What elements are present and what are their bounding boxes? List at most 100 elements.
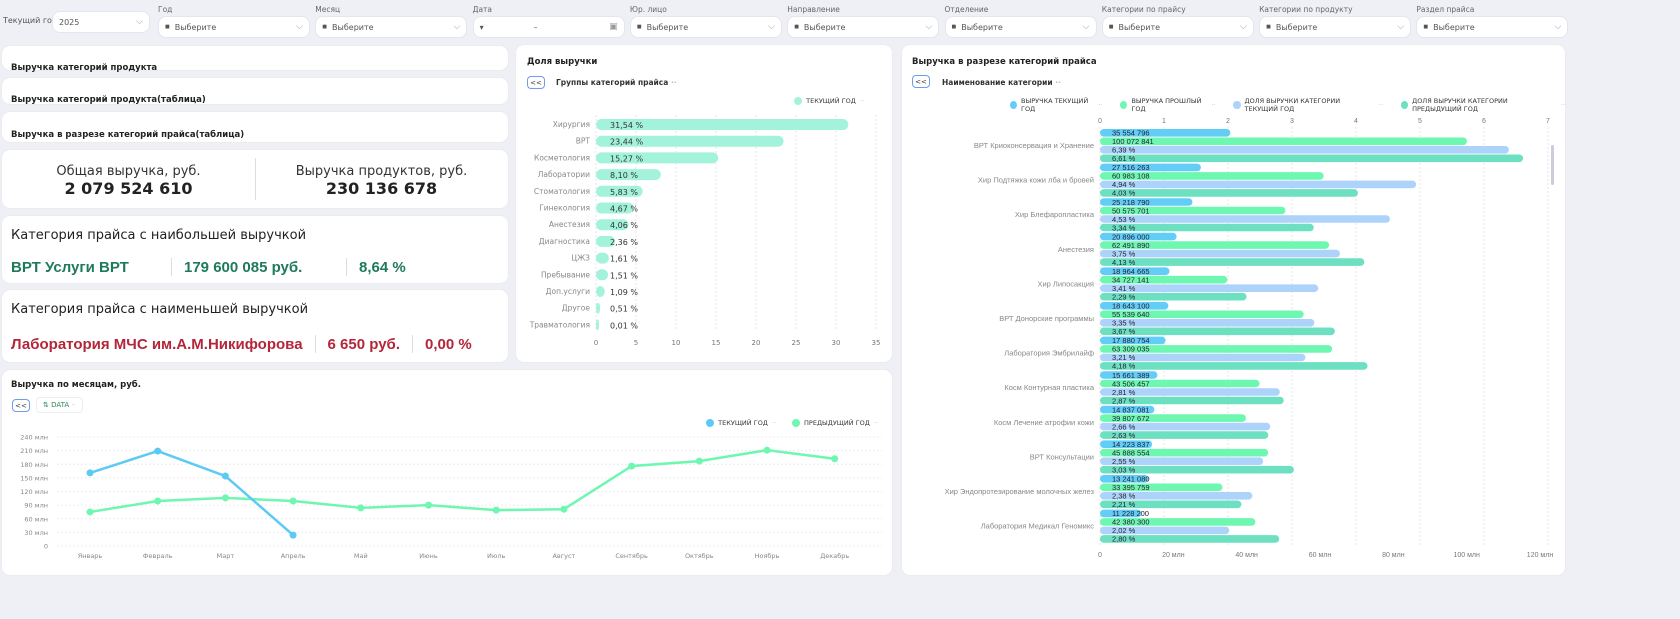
list-icon: ■: [165, 24, 170, 30]
x-tick-label: Сентябрь: [615, 552, 648, 560]
total-revenue-value: 2 079 524 610: [64, 179, 193, 198]
bar: [1100, 475, 1149, 483]
filter-select[interactable]: ■ Выберите ⌵: [787, 16, 940, 38]
filter-select[interactable]: ■ Выберите ⌵: [1101, 16, 1254, 38]
bar: [1100, 422, 1271, 431]
top-axis-tick: 7: [1546, 118, 1550, 125]
filter-value: Выберите: [1275, 22, 1318, 32]
data-label: 4,03 %: [1112, 189, 1136, 198]
filter-select[interactable]: ■ Выберите ⌵: [1259, 16, 1412, 38]
divider: [255, 158, 256, 200]
drill-level-label[interactable]: Наименование категории ··: [942, 78, 1061, 87]
drill-up-button[interactable]: <<: [527, 76, 545, 89]
x-tick-label: Июнь: [419, 552, 438, 560]
date-range-value: –: [533, 22, 538, 32]
bar: [1100, 172, 1324, 180]
share-bar-chart: 0 5 10 15 20 25 30 35 Хирургия 31,54 % ВРТ 23,44 % К…: [529, 115, 880, 347]
section-product-revenue-table[interactable]: Выручка категорий продукта(таблица): [2, 78, 508, 105]
drill-up-button[interactable]: <<: [912, 75, 930, 88]
bottom-axis-tick: 120 млн: [1527, 552, 1554, 559]
filter-select[interactable]: ■ Выберите ⌵: [944, 16, 1097, 38]
bar: [1100, 336, 1166, 345]
chevron-down-icon: ⌵: [296, 22, 303, 32]
bottom-axis-tick: 60 млн: [1309, 552, 1332, 559]
filter-label: Юр. лицо: [629, 5, 667, 14]
max-category-title: Категория прайса с наибольшей выручкой: [11, 228, 307, 243]
x-tick-label: 20: [752, 339, 761, 347]
data-label: 6,39 %: [1112, 146, 1136, 155]
category-label: Косм Контурная пластика: [1004, 383, 1094, 392]
legend-item[interactable]: ПРЕДЫДУЩИЙ ГОД ··: [792, 419, 878, 427]
legend-item[interactable]: ВЫРУЧКА ПРОШЛЫЙ ГОД ··: [1120, 97, 1215, 113]
category-bar-chart: 0 1 2 3 4 5 6 7 0 20 млн 40 млн 60 млн 80 млн 100 млн…: [945, 118, 1554, 559]
data-label: 34 727 141: [1112, 276, 1150, 285]
section-product-revenue[interactable]: Выручка категорий продукта: [2, 46, 508, 73]
data-label: 43 506 457: [1112, 379, 1150, 388]
data-label: 2,66 %: [1112, 422, 1136, 431]
data-label: 4,67 %: [610, 205, 638, 214]
data-point: [695, 457, 703, 465]
bar: [1100, 457, 1264, 465]
data-label: 31,54 %: [610, 121, 643, 130]
bar: [1100, 189, 1358, 197]
filter-value: Выберите: [1433, 22, 1475, 32]
legend-item[interactable]: ТЕКУЩИЙ ГОД ··: [794, 97, 864, 105]
legend-item[interactable]: ВЫРУЧКА ТЕКУЩИЙ ГОД ··: [1010, 97, 1102, 113]
legend-item[interactable]: ДОЛЯ ВЫРУЧКИ КАТЕГОРИИ ТЕКУЩИЙ ГОД ··: [1233, 97, 1383, 113]
list-icon: ■: [1266, 24, 1271, 30]
monthly-revenue-card: Выручка по месяцам, руб. << ⇅ DATA ·· ТЕ…: [2, 370, 892, 575]
bar: [1100, 258, 1365, 266]
data-label: 4,18 %: [1112, 362, 1136, 371]
filter-select[interactable]: ▾ – ▣: [472, 16, 625, 38]
filter-value: Выберите: [803, 22, 846, 32]
section-title: Выручка в разрезе категорий прайса(табли…: [11, 130, 245, 140]
filter-icon: ▾: [479, 22, 484, 32]
legend-dot: [794, 97, 803, 105]
filter-select[interactable]: ■ Выберите ⌵: [1416, 16, 1569, 38]
filter-select[interactable]: ■ Выберите ⌵: [629, 16, 782, 38]
legend-item[interactable]: ДОЛЯ ВЫРУЧКИ КАТЕГОРИИ ПРЕДЫДУЩИЙ ГОД ··: [1401, 97, 1565, 113]
filter-value: Выберите: [1118, 22, 1161, 32]
category-label: Лаборатории: [538, 170, 590, 179]
bar: [1100, 292, 1247, 301]
category-label: Лаборатория Медикал Геномикс: [981, 522, 1095, 531]
drill-up-button[interactable]: <<: [12, 399, 30, 412]
category-label: Травматология: [529, 320, 590, 329]
scrollbar[interactable]: [1551, 145, 1554, 185]
x-tick-label: Май: [354, 552, 368, 560]
data-label: 3,21 %: [1112, 353, 1136, 362]
product-revenue-value: 230 136 678: [325, 179, 438, 198]
chart-title: Доля выручки: [527, 57, 598, 67]
chevron-down-icon: ⌵: [1554, 22, 1562, 32]
data-label: 2,55 %: [1112, 457, 1136, 466]
data-label: 50 575 701: [1112, 206, 1150, 215]
bar: [1100, 241, 1330, 249]
x-tick-label: Ноябрь: [755, 552, 780, 560]
y-tick-label: 120 млн: [20, 488, 48, 496]
filter-label: Месяц: [315, 5, 341, 14]
data-point: [628, 462, 636, 470]
divider: [171, 258, 172, 276]
filter-select[interactable]: ■ Выберите ⌵: [315, 16, 468, 38]
bar: [1100, 379, 1260, 388]
bar: [596, 286, 605, 297]
data-label: 100 072 841: [1112, 137, 1154, 146]
data-label: 15 661 389: [1112, 371, 1150, 380]
current-year-select[interactable]: 2025 ⌵: [52, 11, 150, 33]
max-category-card: Категория прайса с наибольшей выручкой В…: [2, 216, 508, 283]
category-label: Лаборатория Эмбрилайф: [1004, 349, 1094, 358]
drill-level-label[interactable]: Группы категорий прайса ··: [556, 78, 677, 87]
filter-select[interactable]: ■ Выберите ⌵: [158, 16, 310, 38]
bar: [1100, 509, 1142, 518]
series-line: [89, 449, 294, 537]
bar: [1100, 483, 1223, 492]
data-point: [492, 506, 500, 514]
legend-item[interactable]: ТЕКУЩИЙ ГОД ··: [706, 419, 776, 427]
date-level-selector[interactable]: ⇅ DATA ··: [36, 397, 83, 413]
filter-value: Выберите: [174, 22, 217, 32]
data-point: [221, 472, 229, 480]
bar: [1100, 310, 1304, 319]
section-price-category-table[interactable]: Выручка в разрезе категорий прайса(табли…: [2, 112, 508, 142]
filter-label: Дата: [472, 5, 493, 14]
x-tick-label: Июль: [487, 552, 505, 560]
